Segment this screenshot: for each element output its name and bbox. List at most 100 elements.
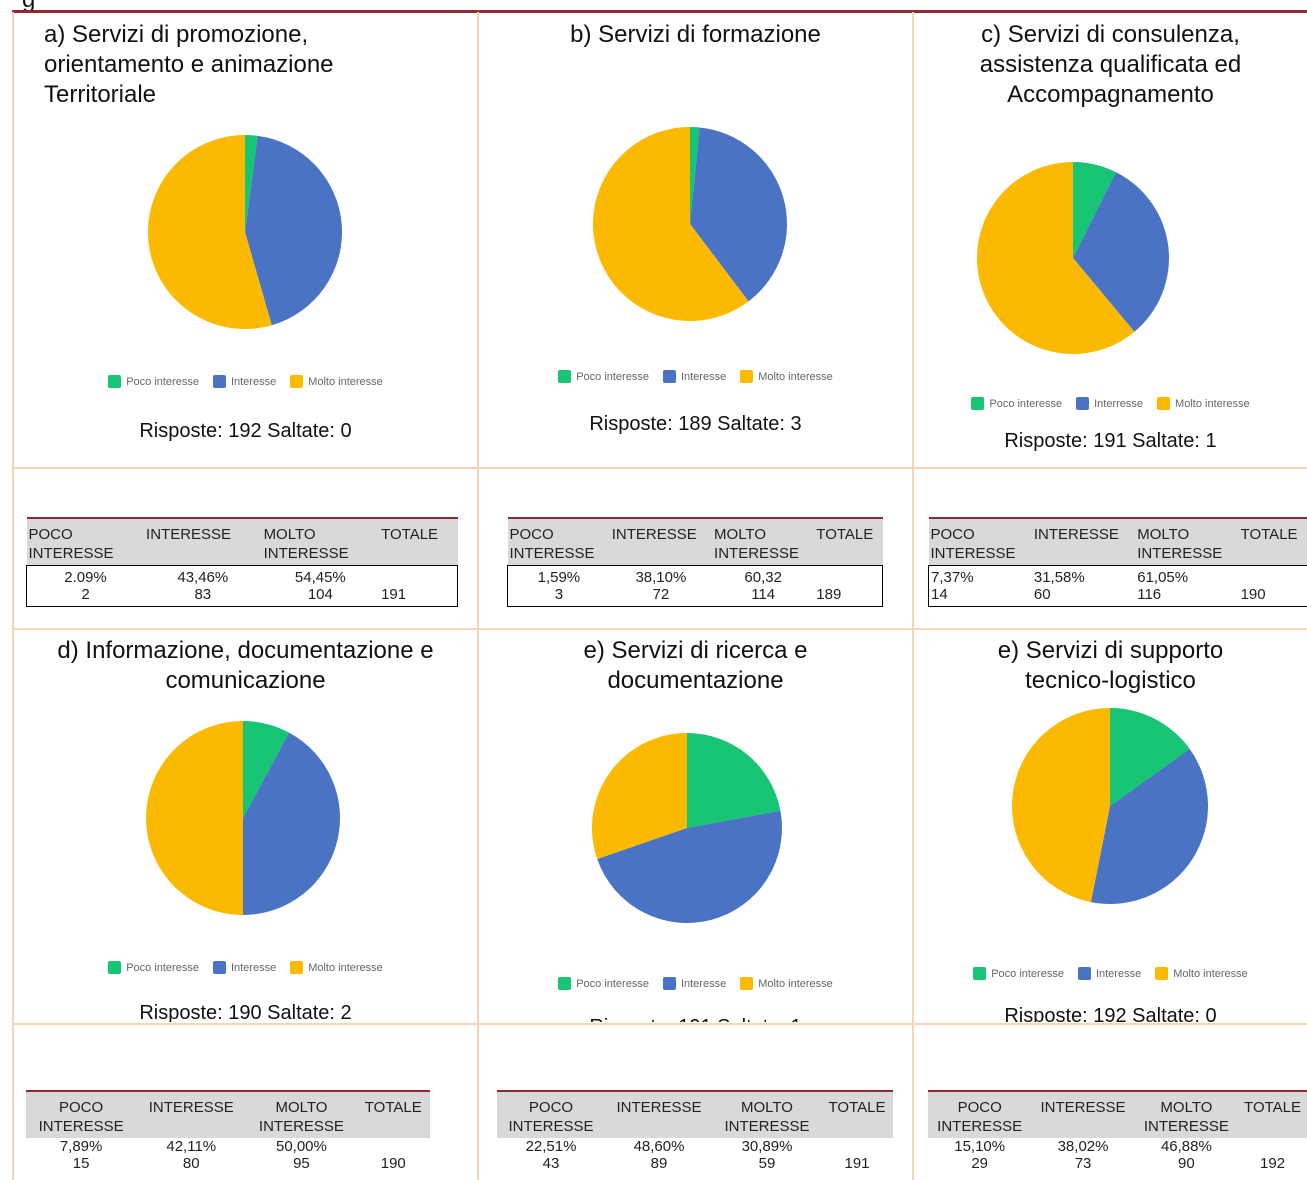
table-cell: 22,51%: [525, 1138, 577, 1155]
legend-label: Poco interesse: [991, 968, 1064, 980]
table-row-percent: 22,51% 48,60% 30,89%: [497, 1138, 893, 1155]
grid-line: [12, 467, 1307, 469]
legend-item: Interesse: [1077, 967, 1141, 980]
table-cell: 43,46%: [144, 565, 262, 586]
legend-item: Interesse: [662, 370, 726, 383]
table-cell: 60: [1031, 586, 1136, 607]
table-header-cell: TOTALE: [356, 1090, 430, 1138]
table-cell: 89: [650, 1155, 668, 1172]
table-header-cell: INTERESSE: [1031, 517, 1136, 566]
responses-text: Risposte: 190 Saltate: 2: [139, 1002, 352, 1022]
chart-panel-f: e) Servizi di supporto tecnico-logistico…: [914, 630, 1307, 1022]
legend-label: Poco interesse: [576, 371, 649, 383]
pie-chart: [1012, 708, 1208, 904]
chart-legend: Poco interesse Interesse Molto interesse: [479, 370, 912, 383]
pie-chart: [146, 721, 340, 915]
pie-chart: [977, 162, 1169, 354]
legend-swatch: [740, 370, 754, 383]
table-header-cell: MOLTO INTERESSE: [246, 1090, 357, 1138]
table-cell: [1238, 1138, 1307, 1155]
pie-slice-interesse: [690, 127, 787, 302]
table-header-cell: MOLTO INTERESSE: [1134, 1090, 1239, 1138]
table-cell: 54,45%: [261, 565, 380, 586]
chart-panel-c: c) Servizi di consulenza, assistenza qua…: [914, 14, 1307, 466]
legend-swatch: [1157, 397, 1171, 410]
table-cell: 72: [609, 586, 713, 607]
table-cell: 59: [758, 1155, 776, 1172]
data-table-c: POCO INTERESSE INTERESSE MOLTO INTERESSE TO…: [927, 517, 1307, 607]
table-header-cell: TOTALE: [379, 517, 458, 566]
chart-legend: Poco interesse Interesse Molto interesse: [14, 375, 477, 388]
table-cell: 61,05%: [1135, 565, 1239, 586]
chart-panel-d: d) Informazione, documentazione e comuni…: [14, 630, 477, 1022]
pie-chart: [148, 135, 342, 329]
table-cell: 15,10%: [954, 1138, 1006, 1155]
legend-item: Interesse: [212, 375, 277, 388]
pie-slice-molto: [146, 721, 243, 915]
legend-swatch: [212, 375, 226, 388]
table-cell: 95: [293, 1155, 310, 1172]
table-cell: 104: [261, 586, 380, 607]
table-header-row: POCO INTERESSE INTERESSE MOLTO INTERESSE TO…: [928, 1090, 1307, 1138]
table-header-cell: TOTALE: [821, 1090, 893, 1138]
legend-item: Poco interesse: [973, 967, 1064, 980]
table-cell: [821, 1138, 893, 1155]
table-cell: 116: [1135, 586, 1239, 607]
legend-label: Interesse: [230, 376, 277, 388]
legend-swatch: [290, 375, 304, 388]
pie-slice-interesse: [1090, 748, 1208, 904]
table-header-row: POCO INTERESSE INTERESSE MOLTO INTERESSE TO…: [507, 517, 883, 566]
chart-legend: Poco interesse Interresse Molto interesse: [914, 397, 1307, 410]
table-cell: 73: [1074, 1155, 1092, 1172]
data-table-a: POCO INTERESSE INTERESSE MOLTO INTERESSE TO…: [26, 517, 459, 607]
table-header-cell: POCO INTERESSE: [928, 1090, 1032, 1138]
legend-swatch: [1155, 967, 1169, 980]
table-cell: 14: [927, 586, 1032, 607]
legend-swatch: [662, 977, 676, 990]
table-header-cell: MOLTO INTERESSE: [261, 517, 380, 566]
legend-item: Molto interesse: [1155, 967, 1248, 980]
table-row-count: 3 72 114 189: [506, 586, 884, 607]
chart-legend: Poco interesse Interesse Molto interesse: [479, 977, 912, 990]
data-table-e: POCO INTERESSE INTERESSE MOLTO INTERESSE TO…: [497, 1090, 893, 1172]
header-rule: [12, 10, 1307, 13]
table-cell: 38,02%: [1057, 1138, 1109, 1155]
table-cell: [357, 1138, 430, 1155]
legend-swatch: [108, 375, 122, 388]
responses-text: Risposte: 192 Saltate: 0: [1004, 1005, 1217, 1022]
table-cell: 15: [72, 1155, 90, 1172]
table-cell: 190: [1238, 586, 1307, 607]
table-header-cell: INTERESSE: [605, 1090, 713, 1138]
legend-item: Poco interesse: [108, 375, 199, 388]
data-table-b: POCO INTERESSE INTERESSE MOLTO INTERESSE TO…: [506, 517, 884, 607]
table-header-row: POCO INTERESSE INTERESSE MOLTO INTERESSE TO…: [928, 517, 1307, 566]
grid-line: [12, 1023, 1307, 1025]
legend-item: Interresse: [1076, 397, 1143, 410]
chart-title: a) Servizi di promozione, orientamento e…: [44, 21, 334, 108]
legend-swatch: [290, 961, 304, 974]
pie-slice-molto: [1012, 708, 1110, 903]
legend-label: Interesse: [680, 978, 727, 990]
grid-line: [912, 12, 914, 1180]
legend-label: Poco interesse: [576, 978, 649, 990]
table-cell: 42,11%: [166, 1138, 217, 1155]
table-row-percent: 15,10% 38,02% 46,88%: [928, 1138, 1307, 1155]
data-table-f: POCO INTERESSE INTERESSE MOLTO INTERESSE TO…: [928, 1090, 1307, 1172]
table-cell: [1238, 565, 1307, 586]
legend-item: Molto interesse: [740, 977, 833, 990]
legend-swatch: [971, 397, 985, 410]
pie-slice-interesse: [245, 135, 342, 326]
table-header-cell: TOTALE: [814, 517, 883, 566]
pie-slice-poco: [690, 127, 700, 224]
table-cell: 2.09%: [26, 565, 145, 586]
pie-slice-interesse: [1073, 172, 1169, 332]
legend-swatch: [108, 961, 122, 974]
chart-title: e) Servizi di supporto tecnico-logistico: [997, 637, 1224, 694]
table-row-count: 14 60 116 190: [927, 586, 1307, 607]
pie-slice-interesse: [597, 810, 782, 923]
table-row-count: 15 80 95 190: [26, 1155, 430, 1172]
grid-line: [12, 12, 14, 1180]
grid-line: [477, 12, 479, 1180]
legend-item: Poco interesse: [558, 977, 649, 990]
